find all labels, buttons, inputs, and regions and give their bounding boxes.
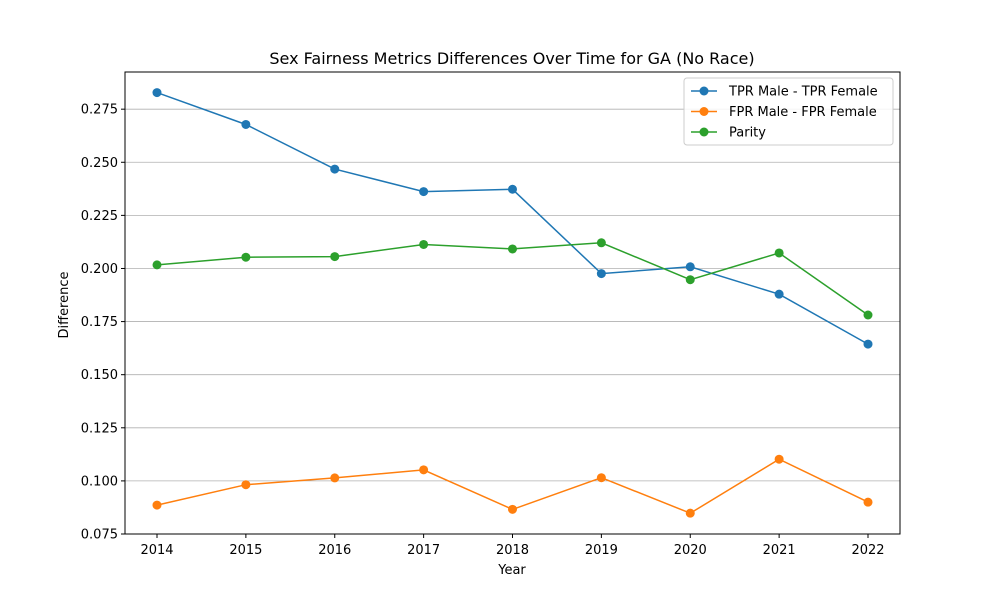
x-tick-label: 2015 bbox=[229, 543, 262, 558]
data-point bbox=[330, 252, 340, 262]
data-point bbox=[152, 500, 162, 510]
data-point bbox=[596, 238, 606, 248]
grid-lines bbox=[125, 108, 900, 535]
x-axis-label: Year bbox=[497, 563, 526, 578]
x-tick-label: 2017 bbox=[407, 543, 440, 558]
x-tick-label: 2018 bbox=[496, 543, 529, 558]
data-point bbox=[241, 480, 251, 490]
data-point bbox=[863, 339, 873, 349]
legend-marker bbox=[699, 86, 709, 96]
data-point bbox=[330, 473, 340, 483]
legend-marker bbox=[699, 127, 709, 137]
data-point bbox=[419, 465, 429, 475]
x-tick-label: 2014 bbox=[140, 543, 173, 558]
data-point bbox=[596, 473, 606, 483]
y-tick-label: 0.100 bbox=[81, 474, 118, 489]
data-point bbox=[508, 244, 517, 254]
x-tick-label: 2020 bbox=[674, 543, 707, 558]
legend: TPR Male - TPR Female FPR Male - FPR Fema… bbox=[683, 77, 894, 146]
legend-box bbox=[683, 77, 894, 146]
legend-label: TPR Male - TPR Female bbox=[728, 85, 878, 100]
data-point bbox=[685, 275, 695, 285]
data-point bbox=[685, 262, 695, 272]
legend-label: FPR Male - FPR Female bbox=[729, 105, 877, 120]
data-point bbox=[508, 504, 517, 514]
data-point bbox=[508, 184, 517, 194]
data-point bbox=[596, 269, 606, 279]
chart-title: Sex Fairness Metrics Differences Over Ti… bbox=[269, 49, 754, 68]
series-layer bbox=[152, 88, 873, 518]
x-tick-label: 2019 bbox=[585, 543, 618, 558]
y-tick-label: 0.225 bbox=[81, 209, 118, 224]
data-point bbox=[863, 310, 873, 320]
legend-marker bbox=[699, 107, 709, 116]
data-point bbox=[241, 252, 251, 262]
y-tick-label: 0.075 bbox=[81, 528, 118, 543]
legend-label: Parity bbox=[729, 126, 766, 141]
x-axis: 2014 2015 2016 2017 2018 2019 2020 2021 2022 bbox=[140, 534, 885, 558]
y-tick-label: 0.175 bbox=[81, 315, 118, 330]
data-point bbox=[152, 88, 162, 98]
data-point bbox=[330, 164, 340, 174]
data-point bbox=[774, 248, 784, 258]
data-point bbox=[774, 289, 784, 299]
data-point bbox=[863, 497, 873, 507]
series-line bbox=[156, 242, 869, 316]
data-point bbox=[685, 508, 695, 518]
y-axis-label: Difference bbox=[57, 271, 72, 338]
data-point bbox=[152, 260, 162, 270]
x-tick-label: 2016 bbox=[318, 543, 351, 558]
data-point bbox=[419, 187, 429, 197]
y-tick-label: 0.125 bbox=[81, 421, 118, 436]
y-tick-label: 0.250 bbox=[81, 156, 118, 171]
y-tick-label: 0.150 bbox=[81, 368, 118, 383]
x-tick-label: 2022 bbox=[851, 543, 884, 558]
y-tick-label: 0.275 bbox=[81, 103, 118, 118]
y-tick-label: 0.200 bbox=[81, 262, 118, 277]
data-point bbox=[241, 119, 251, 129]
data-point bbox=[419, 239, 429, 249]
data-point bbox=[774, 454, 784, 464]
x-tick-label: 2021 bbox=[763, 543, 796, 558]
y-axis: 0.075 0.100 0.125 0.150 0.175 0.200 0.225 0.250… bbox=[81, 103, 125, 543]
